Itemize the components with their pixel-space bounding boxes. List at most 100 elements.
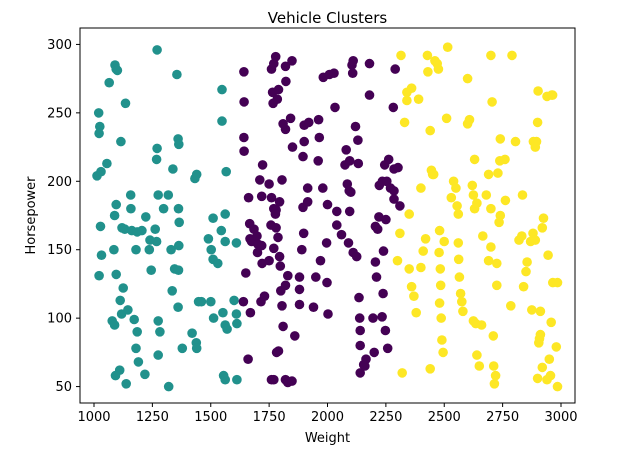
data-point-cluster-2: [332, 206, 342, 217]
x-tick-label: 2500: [428, 410, 461, 425]
data-point-cluster-1: [109, 320, 120, 330]
x-tick-label: 2000: [311, 410, 344, 425]
data-point-cluster-2: [361, 354, 371, 365]
data-point-cluster-2: [354, 313, 365, 323]
data-point-cluster-2: [354, 292, 364, 303]
data-point-cluster-3: [517, 190, 528, 200]
data-point-cluster-1: [133, 357, 144, 367]
data-point-cluster-3: [468, 190, 479, 200]
data-point-cluster-3: [481, 190, 492, 200]
data-point-cluster-3: [486, 242, 496, 252]
data-point-cluster-3: [547, 90, 558, 100]
data-point-cluster-3: [434, 298, 445, 308]
data-point-cluster-3: [435, 264, 446, 274]
data-point-cluster-3: [493, 168, 503, 178]
data-point-cluster-3: [551, 342, 562, 352]
data-point-cluster-3: [492, 280, 502, 291]
data-point-cluster-2: [243, 354, 253, 365]
data-point-cluster-2: [378, 288, 388, 299]
data-point-cluster-2: [287, 376, 297, 386]
data-point-cluster-1: [191, 169, 202, 180]
data-point-cluster-1: [167, 286, 177, 296]
data-point-cluster-1: [213, 258, 223, 269]
data-point-cluster-3: [422, 50, 433, 61]
data-point-cluster-1: [150, 224, 160, 234]
x-tick-label: 1000: [77, 410, 110, 425]
data-point-cluster-1: [174, 217, 184, 228]
data-point-cluster-2: [239, 97, 249, 107]
data-point-cluster-2: [277, 175, 287, 185]
data-point-cluster-2: [393, 162, 403, 173]
data-point-cluster-1: [173, 265, 184, 276]
data-point-cluster-2: [298, 151, 308, 162]
data-point-cluster-3: [487, 97, 497, 107]
data-point-cluster-2: [270, 209, 281, 219]
data-point-cluster-2: [347, 68, 358, 78]
data-point-cluster-2: [355, 368, 366, 378]
data-point-cluster-3: [552, 381, 563, 392]
data-point-cluster-3: [396, 50, 406, 61]
data-point-cluster-2: [239, 146, 249, 156]
data-point-cluster-3: [439, 236, 450, 247]
data-point-cluster-1: [158, 203, 169, 214]
data-point-cluster-2: [259, 291, 270, 302]
y-tick-label: 150: [47, 243, 72, 258]
data-point-cluster-3: [492, 258, 502, 269]
data-point-cluster-3: [404, 209, 415, 219]
data-point-cluster-2: [330, 102, 340, 113]
data-point-cluster-2: [264, 179, 274, 189]
data-point-cluster-2: [294, 272, 305, 282]
data-point-cluster-2: [313, 156, 324, 166]
data-point-cluster-3: [472, 198, 482, 208]
data-point-cluster-3: [395, 228, 405, 239]
data-point-cluster-1: [220, 209, 230, 219]
data-point-cluster-3: [404, 264, 415, 274]
data-point-cluster-2: [256, 240, 267, 251]
data-point-cluster-2: [245, 307, 256, 318]
y-tick-label: 100: [47, 312, 72, 327]
data-point-cluster-2: [332, 220, 342, 230]
data-point-cluster-1: [153, 190, 163, 200]
data-point-cluster-3: [552, 277, 563, 288]
data-point-cluster-3: [489, 379, 500, 389]
data-point-cluster-2: [368, 313, 378, 323]
data-point-cluster-1: [203, 234, 214, 244]
data-point-cluster-1: [173, 203, 184, 214]
data-point-cluster-3: [478, 231, 488, 241]
data-points: [92, 42, 563, 392]
data-point-cluster-2: [299, 136, 310, 147]
data-point-cluster-2: [275, 261, 286, 271]
data-point-cluster-2: [377, 312, 387, 322]
data-point-cluster-3: [546, 317, 556, 328]
data-point-cluster-1: [153, 350, 163, 360]
data-point-cluster-2: [313, 114, 324, 125]
y-tick-label: 300: [47, 38, 72, 53]
data-point-cluster-3: [420, 234, 431, 244]
data-point-cluster-1: [151, 154, 162, 165]
data-point-cluster-3: [544, 354, 555, 365]
data-point-cluster-2: [395, 201, 405, 211]
data-point-cluster-2: [364, 90, 375, 100]
data-point-cluster-3: [392, 255, 403, 266]
data-point-cluster-1: [115, 295, 125, 306]
data-point-cluster-3: [406, 281, 417, 292]
data-point-cluster-1: [94, 270, 104, 281]
data-point-cluster-2: [281, 76, 291, 87]
data-point-cluster-1: [168, 164, 178, 174]
data-point-cluster-3: [537, 223, 548, 233]
data-point-cluster-1: [216, 225, 227, 236]
data-point-cluster-2: [344, 156, 355, 166]
data-point-cluster-3: [416, 183, 426, 193]
data-point-cluster-2: [269, 243, 279, 254]
x-axis-label: Weight: [305, 431, 350, 446]
data-point-cluster-2: [323, 309, 333, 319]
data-point-cluster-3: [454, 272, 465, 282]
data-point-cluster-2: [318, 183, 328, 193]
data-point-cluster-3: [433, 64, 444, 74]
data-point-cluster-2: [274, 251, 285, 262]
data-point-cluster-2: [256, 191, 267, 202]
data-point-cluster-2: [315, 255, 326, 266]
data-point-cluster-2: [311, 272, 321, 282]
data-point-cluster-1: [231, 309, 242, 319]
data-point-cluster-2: [297, 244, 307, 255]
